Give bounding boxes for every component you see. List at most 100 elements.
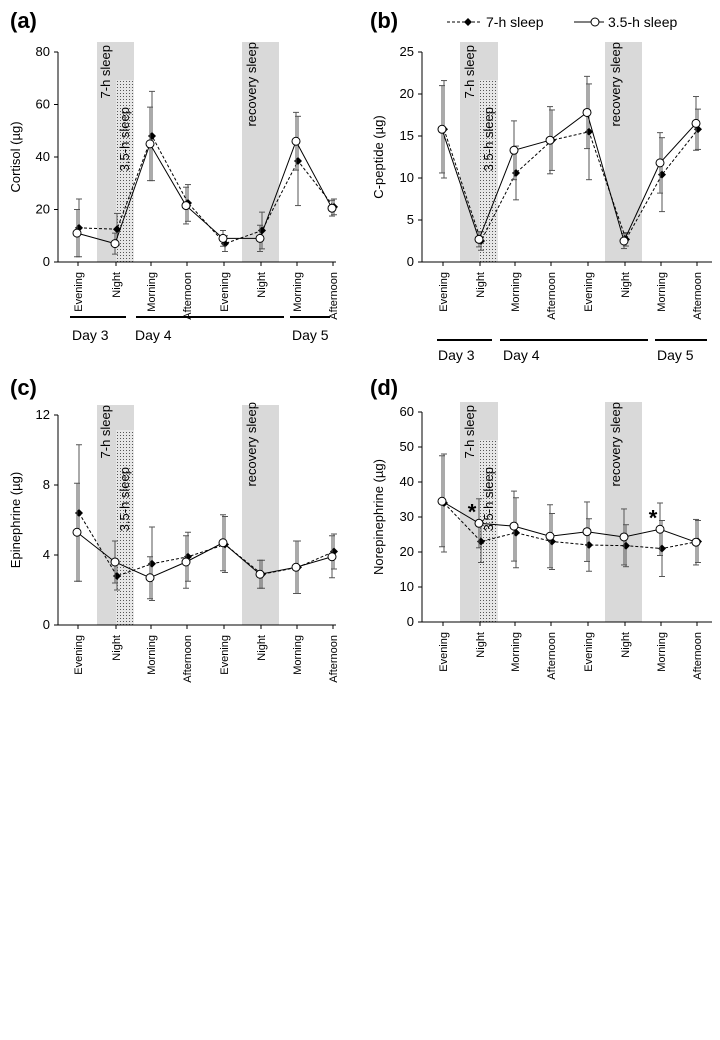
panel-c-series-3-5h-line (76, 531, 333, 579)
panel-b-x-tick-label: Afternoon (692, 272, 704, 320)
panel-d-point-3-5h (619, 532, 629, 542)
panel-b-point-3-5h (619, 236, 629, 246)
panel-a-y-tick-label: 40 (36, 149, 50, 164)
panel-c-y-tick-label: 0 (43, 617, 50, 632)
panel-a-point-3-5h (291, 136, 301, 146)
panel-b-y-tick-label: 25 (400, 44, 414, 59)
panel-d-y-tick-label: 20 (400, 544, 414, 559)
panel-b-x-tick-label: Evening (438, 272, 450, 312)
panel-b-recovery-sleep-band (605, 42, 642, 262)
panel-a-x-tick-label: Afternoon (328, 272, 340, 320)
panel-d-x-tick-label: Morning (656, 632, 668, 672)
panel-c-point-3-5h (110, 557, 120, 567)
panel-d-x-tick-label: Evening (583, 632, 595, 672)
panel-c-label-3-5h-sleep: 3.5-h sleep (117, 467, 132, 531)
panel-d-y-axis-label: Norepinephrine (µg) (371, 459, 386, 575)
panel-b-point-3-5h (655, 158, 665, 168)
panel-c-point-3-5h (218, 538, 228, 548)
panel-b-x-tick-label: Night (475, 272, 487, 298)
panel-c-x-tick-label: Afternoon (182, 635, 194, 683)
panel-c-point-3-5h (291, 562, 301, 572)
panel-c-label: (c) (10, 375, 37, 400)
panel-d-series-7h-line (443, 502, 699, 550)
panel-b-day-label: Day 5 (657, 347, 694, 363)
panel-b-y-axis-label: C-peptide (µg) (371, 115, 386, 198)
panel-d-point-3-5h (509, 521, 519, 531)
panel-c-point-3-5h (145, 573, 155, 583)
panel-a-x-tick-label: Morning (292, 272, 304, 312)
panel-c-x-tick-label: Night (111, 635, 123, 661)
panel-b-x-tick-label: Evening (583, 272, 595, 312)
panel-d-point-3-5h (691, 537, 701, 547)
panel-b-day-label: Day 3 (438, 347, 475, 363)
panel-c-x-tick-label: Night (256, 635, 268, 661)
panel-c-label-7h-sleep: 7-h sleep (98, 405, 113, 458)
panel-b-point-3-5h (437, 124, 447, 134)
panel-d-x-tick-label: Morning (510, 632, 522, 672)
panel-a-x-tick-label: Afternoon (182, 272, 194, 320)
panel-b-y-tick-label: 20 (400, 86, 414, 101)
panel-c-x-tick-label: Afternoon (328, 635, 340, 683)
panel-c-y-axis-label: Epinephrine (µg) (8, 472, 23, 568)
panel-d-short-sleep-dotted-band (479, 440, 498, 622)
panel-a-label: (a) (10, 8, 37, 33)
panel-d-label-7h-sleep: 7-h sleep (462, 405, 477, 458)
panel-c-y-tick-label: 12 (36, 407, 50, 422)
panel-d-label-recovery-sleep: recovery sleep (608, 402, 623, 487)
panel-d-point-7h (585, 541, 593, 549)
panel-b-x-tick-label: Night (620, 272, 632, 298)
panel-b-point-3-5h (474, 234, 484, 244)
panel-a-point-3-5h (72, 228, 82, 238)
panel-d-label: (d) (370, 375, 398, 400)
panel-d-y-tick-label: 30 (400, 509, 414, 524)
panel-b-label-3-5h-sleep: 3.5-h sleep (481, 107, 496, 171)
panel-b-point-3-5h (509, 145, 519, 155)
panel-d-point-3-5h (655, 524, 665, 534)
legend-7h-label: 7-h sleep (486, 14, 544, 30)
panel-a-day-label: Day 3 (72, 327, 109, 343)
panel-b-point-3-5h (691, 118, 701, 128)
panel-a-y-tick-label: 60 (36, 97, 50, 112)
panel-a-x-tick-label: Morning (146, 272, 158, 312)
panel-d-y-tick-label: 40 (400, 474, 414, 489)
panel-a-x-tick-label: Evening (219, 272, 231, 312)
panel-c-x-tick-label: Evening (219, 635, 231, 675)
panel-d-point-7h (658, 544, 666, 553)
panel-a-y-tick-label: 20 (36, 202, 50, 217)
panel-b-x-tick-label: Morning (656, 272, 668, 312)
panel-d-series-3-5h-line (441, 500, 697, 543)
panel-a-point-3-5h (181, 201, 191, 211)
panel-c-point-7h (75, 509, 83, 517)
panel-d-x-tick-label: Evening (438, 632, 450, 672)
panel-d-y-tick-label: 10 (400, 579, 414, 594)
panel-a-x-tick-label: Evening (73, 272, 85, 312)
panel-a-x-tick-label: Night (256, 272, 268, 298)
panel-b-y-tick-label: 0 (407, 254, 414, 269)
panel-d-y-tick-label: 50 (400, 439, 414, 454)
panel-a-day-label: Day 4 (135, 327, 172, 343)
panel-d-label-3-5h-sleep: 3.5-h sleep (481, 467, 496, 531)
panel-c-y-tick-label: 8 (43, 477, 50, 492)
panel-a-point-3-5h (327, 203, 337, 213)
panel-a-point-3-5h (145, 139, 155, 149)
panel-b-series-7h-line (443, 128, 699, 243)
panel-c-point-3-5h (255, 569, 265, 579)
panel-a-x-tick-label: Night (111, 272, 123, 298)
panel-b-point-3-5h (582, 107, 592, 117)
panel-b-series-3-5h-line (441, 111, 697, 243)
panel-c-point-3-5h (327, 552, 337, 562)
legend-3-5h-label: 3.5-h sleep (608, 14, 677, 30)
panel-c-point-7h (148, 559, 156, 568)
panel-c-x-tick-label: Evening (73, 635, 85, 675)
panel-b-x-tick-label: Morning (510, 272, 522, 312)
legend-3-5h-marker (590, 17, 600, 27)
panel-d-x-tick-label: Night (620, 632, 632, 658)
panel-b-label-7h-sleep: 7-h sleep (462, 45, 477, 98)
panel-b-day-label: Day 4 (503, 347, 540, 363)
panel-c-point-3-5h (72, 527, 82, 537)
panel-b-x-tick-label: Afternoon (546, 272, 558, 320)
panel-c-x-tick-label: Morning (292, 635, 304, 675)
panel-a-y-axis-label: Cortisol (µg) (8, 121, 23, 192)
panel-b-label: (b) (370, 8, 398, 33)
